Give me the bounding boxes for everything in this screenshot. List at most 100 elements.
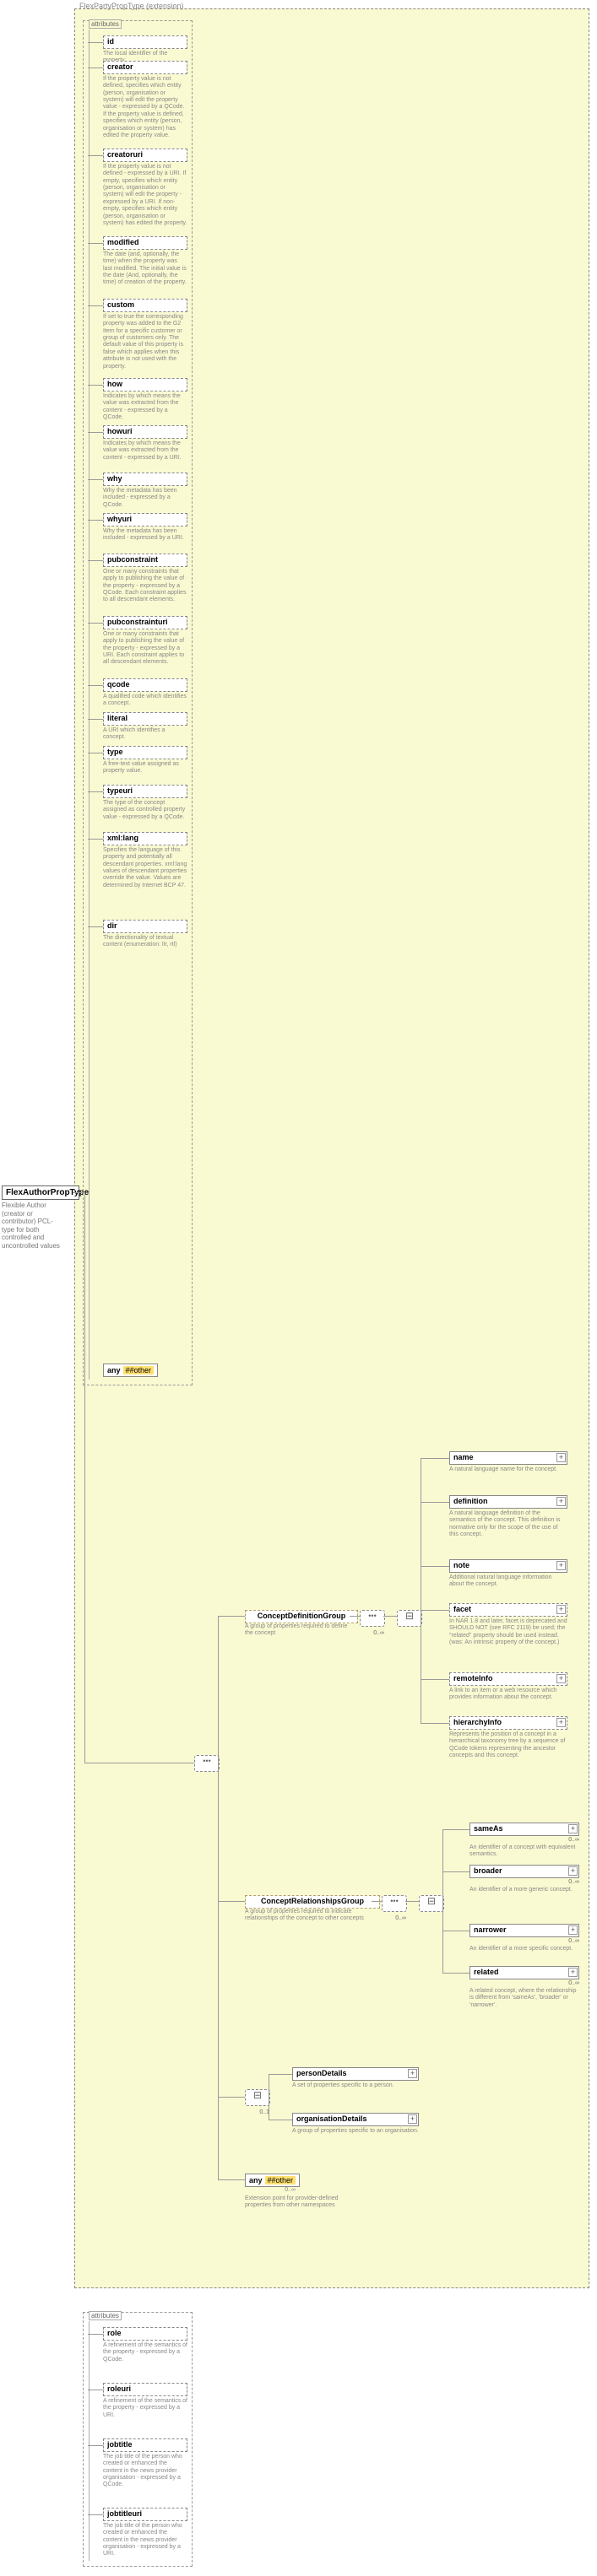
attr-type: type A free-text value assigned as proper… — [103, 746, 187, 775]
lower-attr-jobtitleuri-desc: The job title of the person who created … — [103, 2523, 187, 2558]
lower-attr-jobtitleuri-name: jobtitleuri — [103, 2508, 187, 2521]
rel-child-narrower-desc: An identifier of a more specific concept… — [469, 1946, 579, 1952]
attr-pubconstraint-desc: One or many constraints that apply to pu… — [103, 569, 187, 604]
attr-custom: custom If set to true the corresponding p… — [103, 299, 187, 370]
details-personDetails-name: personDetails — [292, 2067, 419, 2081]
attr-pubconstraint-name: pubconstraint — [103, 554, 187, 567]
attributes-frame-lower-label: attributes — [89, 2311, 122, 2320]
lower-attr-role-desc: A refinement of the semantics of the pro… — [103, 2342, 187, 2363]
concept-definition-group: ConceptDefinitionGroup — [245, 1610, 358, 1623]
defn-child-definition-name: definition — [449, 1495, 567, 1509]
attr-literal-desc: A URI which identifies a concept. — [103, 727, 187, 742]
defn-child-hierarchyInfo: hierarchyInfoRepresents the position of … — [449, 1716, 567, 1759]
schema-diagram: FlexPartyPropType (extension) FlexAuthor… — [0, 0, 597, 2576]
rel-child-related: related0..∞ A related concept, where the … — [469, 1966, 579, 2009]
conn-attr-whyuri — [88, 520, 103, 521]
conn-attr-xmllang — [88, 839, 103, 840]
attr-qcode-desc: A qualified code which identifies a conc… — [103, 694, 187, 708]
rel-choice — [419, 1895, 444, 1912]
attr-why-desc: Why the metadata has been included - exp… — [103, 488, 187, 509]
conn-rel-child-broader — [442, 1871, 469, 1872]
body-wildcard-ns: ##other — [265, 2176, 296, 2184]
conn-attr-id — [88, 42, 103, 43]
wildcard-ns: ##other — [123, 1366, 155, 1374]
attr-qcode: qcode A qualified code which identifies a… — [103, 678, 187, 708]
rel-child-related-occ: 0..∞ — [469, 1980, 579, 1986]
attr-custom-name: custom — [103, 299, 187, 312]
attr-why: why Why the metadata has been included - … — [103, 473, 187, 509]
conn-attr-pubconstrainturi — [88, 623, 103, 624]
conn-attr-custom — [88, 305, 103, 306]
defn-seq: 0..∞ — [360, 1610, 385, 1627]
rel-seq-occ: 0..∞ — [395, 1915, 406, 1921]
attr-creator: creatorIf the property value is not defi… — [103, 61, 187, 139]
attr-typeuri-desc: The type of the concept assigned as cont… — [103, 800, 187, 821]
attr-how: howIndicates by which means the value wa… — [103, 378, 187, 421]
conn-attr-why — [88, 479, 103, 480]
conn-dc-1 — [218, 2097, 245, 2098]
attr-why-name: why — [103, 473, 187, 486]
conn-attr-qcode — [88, 685, 103, 686]
attr-whyuri: whyuriWhy the metadata has been included… — [103, 513, 187, 543]
conn-defn-child-definition — [421, 1502, 449, 1503]
conn-attr-dir — [88, 926, 103, 927]
sequence-compositor-main — [194, 1755, 220, 1772]
lower-attr-roleuri-name: roleuri — [103, 2383, 187, 2396]
defn-choice — [397, 1610, 422, 1627]
details-organisationDetails: organisationDetailsA group of properties… — [292, 2113, 419, 2135]
defn-seq-occ: 0..∞ — [373, 1630, 384, 1636]
conn-rel-child-related — [442, 1973, 469, 1974]
conn-attr-howuri — [88, 432, 103, 433]
attr-howuri-name: howuri — [103, 425, 187, 439]
defn-child-remoteInfo-desc: A link to an item or a web resource whic… — [449, 1688, 567, 1702]
attr-type-desc: A free-text value assigned as property v… — [103, 761, 187, 775]
rel-child-narrower: narrower0..∞An identifier of a more spec… — [469, 1924, 579, 1952]
extension-label: FlexPartyPropType (extension) — [79, 2, 184, 10]
body-wildcard-desc: Extension point for provider-defined pro… — [245, 2195, 355, 2210]
conn-bw-v — [218, 1763, 219, 2179]
attr-creatoruri-name: creatoruri — [103, 149, 187, 162]
attr-custom-desc: If set to true the corresponding propert… — [103, 314, 187, 370]
rel-seq: 0..∞ — [382, 1895, 407, 1912]
lower-attr-jobtitle: jobtitleThe job title of the person who … — [103, 2438, 187, 2489]
defn-child-facet: facetIn NAR 1.8 and later, facet is depr… — [449, 1603, 567, 1646]
body-wildcard-occ: 0..∞ — [245, 2187, 296, 2194]
root-type-box: FlexAuthorPropType — [2, 1185, 79, 1200]
conn-defn-child-remoteInfo — [421, 1679, 449, 1680]
conn-lower-attr-jobtitleuri — [88, 2514, 103, 2515]
lower-attr-jobtitleuri: jobtitleuri The job title of the person w… — [103, 2508, 187, 2558]
rel-child-sameAs-desc: An identifier of a concept with equivale… — [469, 1844, 579, 1859]
details-personDetails: personDetailsA set of properties specifi… — [292, 2067, 419, 2089]
rel-child-broader: broader0..∞An identifier of a more gener… — [469, 1865, 579, 1893]
conn-attr-how — [88, 385, 103, 386]
attr-howuri: howuriIndicates by which means the value… — [103, 425, 187, 462]
attr-literal-name: literal — [103, 712, 187, 726]
attr-wildcard: any##other — [103, 1364, 158, 1377]
details-organisationDetails-desc: A group of properties specific to an org… — [292, 2128, 419, 2135]
conn-defn-child-hierarchyInfo — [421, 1723, 449, 1724]
body-wildcard-label: any — [249, 2176, 263, 2184]
defn-child-remoteInfo: remoteInfoA link to an item or a web res… — [449, 1672, 567, 1702]
details-personDetails-desc: A set of properties specific to a person… — [292, 2082, 419, 2089]
attr-pubconstraint: pubconstraint One or many constraints tha… — [103, 554, 187, 604]
attr-creatoruri: creatoruriIf the property value is not d… — [103, 149, 187, 227]
lower-attr-roleuri-desc: A refinement of the semantics of the pro… — [103, 2398, 187, 2419]
attr-qcode-name: qcode — [103, 678, 187, 692]
conn-attr-modified — [88, 243, 103, 244]
conn-attr-typeuri — [88, 791, 103, 792]
conn-defn-v — [218, 1616, 219, 1763]
defn-child-hierarchyInfo-desc: Represents the position of a concept in … — [449, 1731, 567, 1760]
concept-relationships-group: ConceptRelationshipsGroup — [245, 1895, 380, 1909]
concept-definition-group-desc: A group of properties required to define… — [245, 1623, 350, 1638]
defn-child-facet-desc: In NAR 1.8 and later, facet is deprecate… — [449, 1618, 567, 1647]
conn-rel-child-sameAs — [442, 1829, 469, 1830]
defn-child-name: nameA natural language name for the conc… — [449, 1451, 567, 1473]
defn-child-note: noteAdditional natural language informat… — [449, 1559, 567, 1589]
rel-child-related-desc: A related concept, where the relationshi… — [469, 1988, 579, 2009]
attr-type-name: type — [103, 746, 187, 759]
attr-modified: modifiedThe date (and, optionally, the t… — [103, 236, 187, 287]
rel-child-related-name: related — [469, 1966, 579, 1979]
attributes-frame-label: attributes — [89, 19, 122, 29]
conn-details-personDetails — [269, 2074, 292, 2075]
attr-xmllang: xml:langSpecifies the language of this p… — [103, 832, 187, 889]
